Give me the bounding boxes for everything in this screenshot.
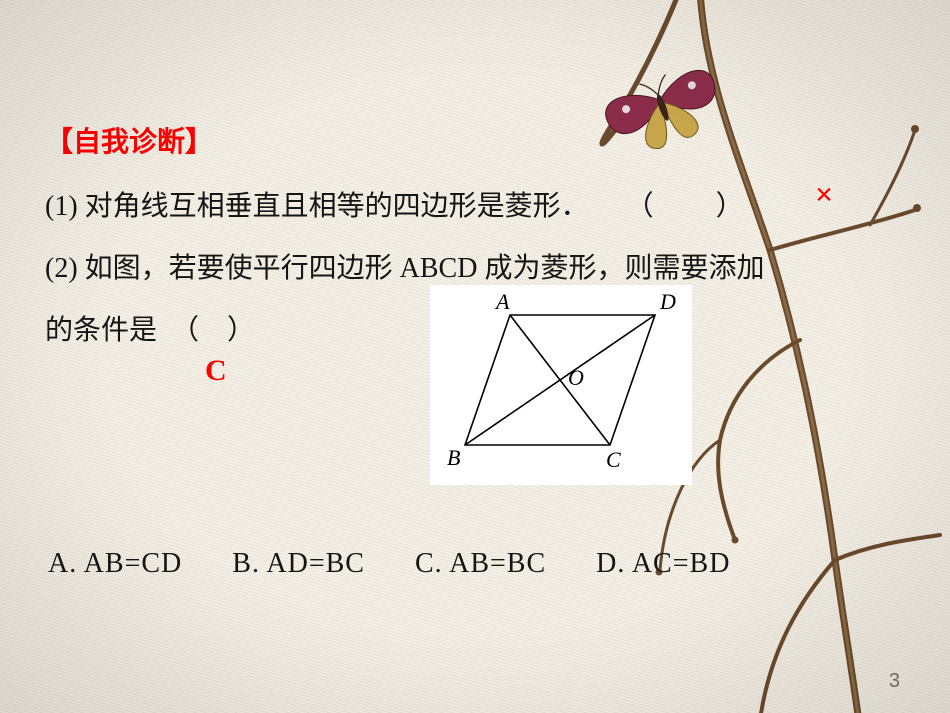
q2-suffix: ） — [227, 315, 255, 346]
figure-label-O: O — [568, 365, 584, 390]
question-1: (1) 对角线互相垂直且相等的四边形是菱形． （ ） × — [45, 179, 945, 235]
figure-label-B: B — [447, 445, 460, 470]
q1-text: (1) 对角线互相垂直且相等的四边形是菱形． — [45, 191, 589, 222]
choice-C: C. AB=BC — [415, 548, 546, 580]
q2-text-line1: (2) 如图，若要使平行四边形 ABCD 成为菱形，则需要添加 — [45, 253, 764, 284]
figure-label-A: A — [494, 289, 510, 314]
choice-B: B. AD=BC — [232, 548, 365, 580]
figure-label-D: D — [659, 289, 676, 314]
choice-A: A. AB=CD — [48, 548, 182, 580]
choice-D: D. AC=BD — [596, 548, 730, 580]
q1-blank: （ ） — [626, 191, 746, 222]
heading: 【自我诊断】 — [45, 115, 945, 171]
q2-answer: C — [205, 341, 227, 401]
page-number: 3 — [889, 670, 900, 693]
q2-prefix: 的条件是 （ — [45, 315, 199, 346]
figure-label-C: C — [606, 447, 621, 472]
q1-mark-x: × — [815, 162, 833, 226]
parallelogram-figure: A D B C O — [430, 285, 692, 485]
answer-choices: A. AB=CD B. AD=BC C. AB=BC D. AC=BD — [48, 548, 730, 580]
